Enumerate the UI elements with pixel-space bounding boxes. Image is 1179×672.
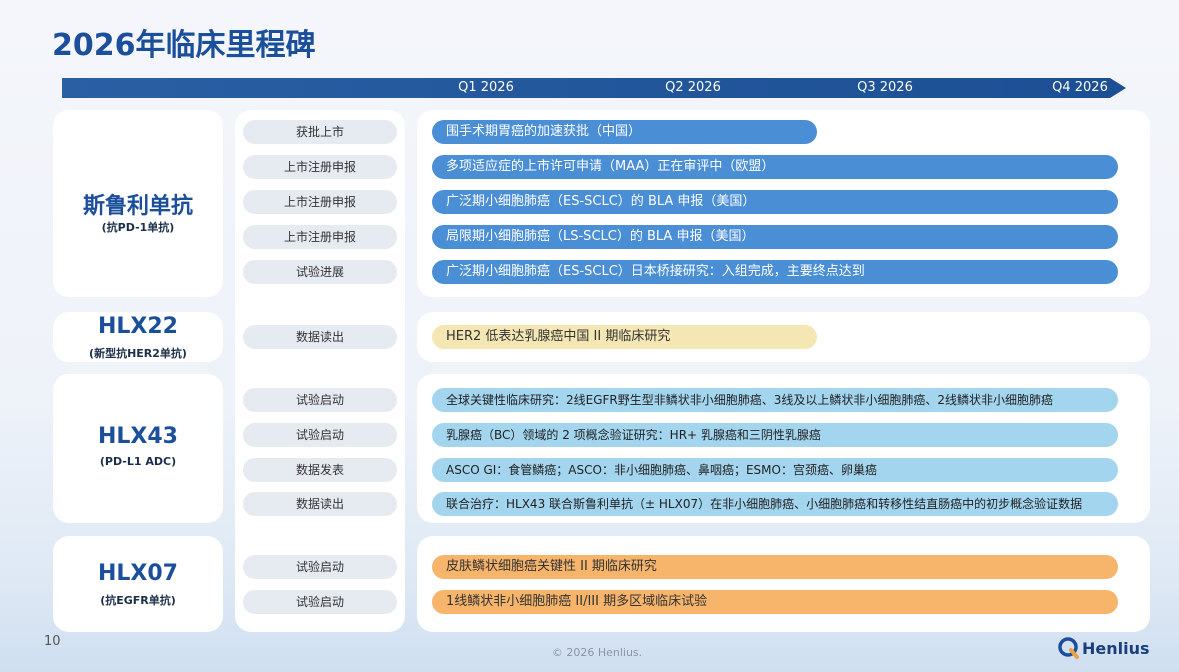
status-pill: 试验进展	[243, 260, 397, 284]
quarter-label: Q2 2026	[665, 80, 721, 95]
group-name: HLX43	[97, 424, 178, 449]
milestone-bar: 乳腺癌（BC）领域的 2 项概念验证研究：HR+ 乳腺癌和三阴性乳腺癌	[432, 423, 1118, 447]
status-column	[235, 110, 405, 632]
group-subtitle: (抗EGFR单抗)	[100, 594, 176, 607]
status-pill: 试验启动	[243, 423, 397, 447]
timeline-bar	[62, 78, 1110, 98]
group-card	[53, 374, 223, 523]
slide-title: 2026年临床里程碑	[52, 28, 316, 63]
group-subtitle: (新型抗HER2单抗)	[89, 347, 187, 360]
milestone-bar: 1线鳞状非小细胞肺癌 II/III 期多区域临床试验	[432, 590, 1118, 614]
milestone-bar: 多项适应症的上市许可申请（MAA）正在审评中（欧盟）	[432, 155, 1118, 179]
quarter-label: Q1 2026	[458, 80, 514, 95]
group-card	[53, 536, 223, 632]
status-pill: 数据读出	[243, 492, 397, 516]
milestone-bar: 皮肤鳞状细胞癌关键性 II 期临床研究	[432, 555, 1118, 579]
status-pill: 上市注册申报	[243, 155, 397, 179]
milestone-bar: 联合治疗：HLX43 联合斯鲁利单抗（± HLX07）在非小细胞肺癌、小细胞肺癌…	[432, 492, 1118, 516]
status-pill: 试验启动	[243, 590, 397, 614]
status-pill: 上市注册申报	[243, 225, 397, 249]
milestone-bar: HER2 低表达乳腺癌中国 II 期临床研究	[432, 325, 817, 349]
milestone-bar: 广泛期小细胞肺癌（ES-SCLC）日本桥接研究：入组完成，主要终点达到	[432, 260, 1118, 284]
group-card	[53, 312, 223, 362]
group-name: HLX07	[97, 561, 178, 586]
group-subtitle: (抗PD-1单抗)	[101, 221, 175, 234]
status-pill: 数据发表	[243, 458, 397, 482]
status-pill: 上市注册申报	[243, 190, 397, 214]
group-card	[53, 110, 223, 297]
status-pill: 试验启动	[243, 388, 397, 412]
timeline-arrow	[1110, 78, 1126, 98]
quarter-label: Q3 2026	[857, 80, 913, 95]
group-name: HLX22	[97, 314, 178, 339]
quarter-label: Q4 2026	[1052, 80, 1108, 95]
logo-icon	[1058, 637, 1079, 659]
status-pill: 获批上市	[243, 120, 397, 144]
milestone-bar: 围手术期胃癌的加速获批（中国）	[432, 120, 817, 144]
milestone-bar: ASCO GI：食管鳞癌；ASCO：非小细胞肺癌、鼻咽癌；ESMO：宫颈癌、卵巢…	[432, 458, 1118, 482]
group-subtitle: (PD-L1 ADC)	[99, 455, 177, 468]
brand: Henlius	[1082, 639, 1150, 658]
milestone-bar: 全球关键性临床研究：2线EGFR野生型非鳞状非小细胞肺癌、3线及以上鳞状非小细胞…	[432, 388, 1118, 412]
row-card	[417, 536, 1150, 632]
page-number: 10	[44, 634, 61, 649]
group-name: 斯鲁利单抗	[82, 194, 193, 219]
copyright: © 2026 Henlius.	[551, 646, 643, 659]
status-pill: 数据读出	[243, 325, 397, 349]
status-pill: 试验启动	[243, 555, 397, 579]
milestone-bar: 局限期小细胞肺癌（LS-SCLC）的 BLA 申报（美国）	[432, 225, 1118, 249]
milestone-bar: 广泛期小细胞肺癌（ES-SCLC）的 BLA 申报（美国）	[432, 190, 1118, 214]
